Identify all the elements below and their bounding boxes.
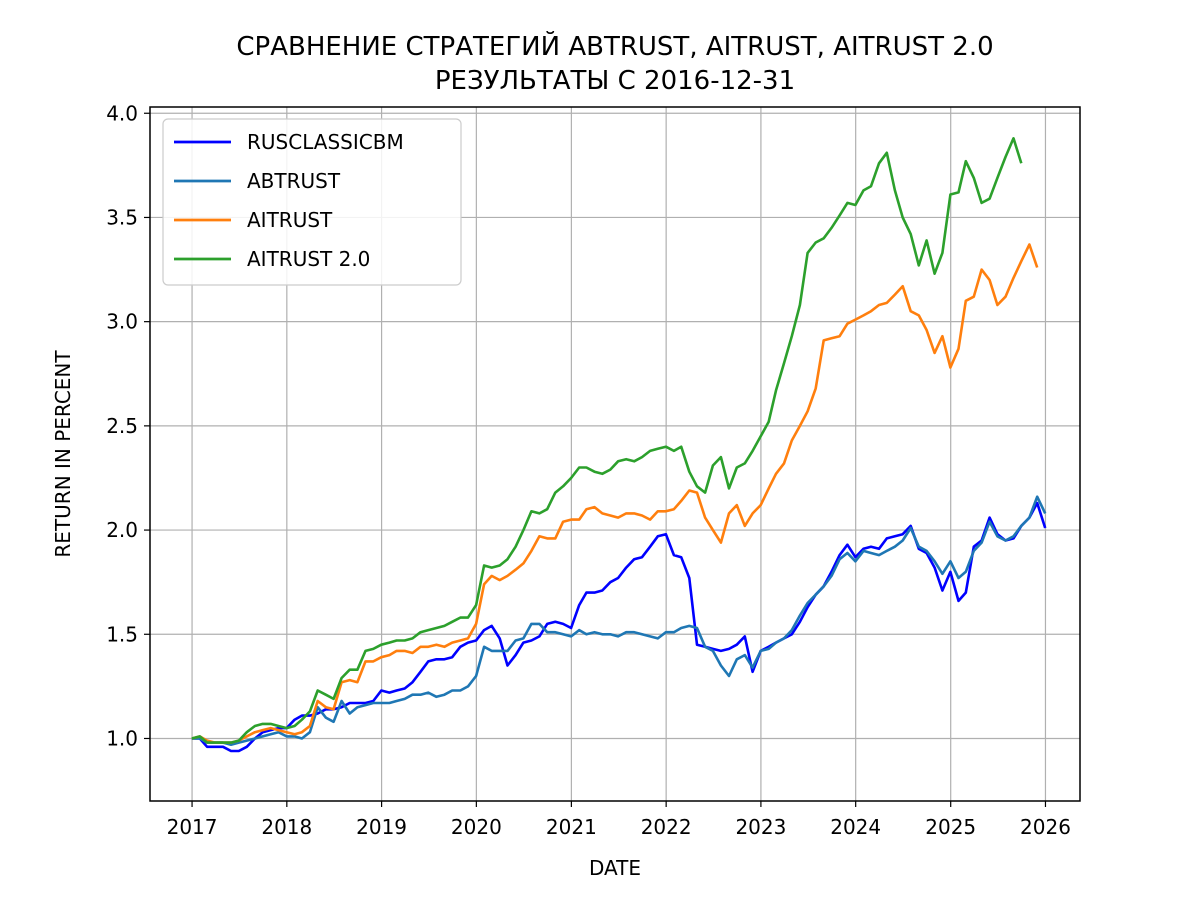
x-axis-label: DATE bbox=[589, 856, 641, 880]
series-line-2 bbox=[191, 243, 1039, 744]
x-tick-label: 2023 bbox=[735, 815, 786, 839]
legend-label: ABTRUST bbox=[247, 169, 341, 193]
series-line-1 bbox=[191, 495, 1047, 747]
y-tick-label: 4.0 bbox=[106, 101, 138, 125]
series-lines bbox=[191, 137, 1047, 753]
y-tick-label: 3.5 bbox=[106, 205, 138, 229]
legend-box bbox=[162, 118, 462, 286]
legend-label: RUSCLASSICBM bbox=[247, 130, 404, 154]
legend-label: AITRUST bbox=[247, 208, 333, 232]
y-tick-label: 1.0 bbox=[106, 726, 138, 750]
legend-label: AITRUST 2.0 bbox=[247, 247, 370, 271]
y-tick-label: 2.0 bbox=[106, 518, 138, 542]
x-tick-label: 2017 bbox=[167, 815, 218, 839]
y-tick-label: 2.5 bbox=[106, 414, 138, 438]
x-tick-label: 2019 bbox=[356, 815, 407, 839]
x-tick-label: 2025 bbox=[925, 815, 976, 839]
chart-subtitle: РЕЗУЛЬТАТЫ С 2016-12-31 bbox=[435, 66, 795, 96]
x-tick-label: 2022 bbox=[641, 815, 692, 839]
x-tick-label: 2026 bbox=[1020, 815, 1071, 839]
x-tick-label: 2024 bbox=[830, 815, 881, 839]
plot-frame bbox=[149, 106, 1081, 802]
x-tick-label: 2021 bbox=[546, 815, 597, 839]
y-tick-label: 1.5 bbox=[106, 622, 138, 646]
x-tick-label: 2020 bbox=[451, 815, 502, 839]
series-line-3 bbox=[191, 137, 1023, 744]
y-axis-label: RETURN IN PERCENT bbox=[51, 350, 75, 558]
axis-ticks: 2017 2018 2019 2020 2021 2022 2023 2024 2025 2026… bbox=[106, 101, 1071, 839]
y-tick-label: 3.0 bbox=[106, 310, 138, 334]
x-tick-label: 2018 bbox=[261, 815, 312, 839]
chart-title: СРАВНЕНИЕ СТРАТЕГИЙ ABTRUST, AITRUST, AI… bbox=[236, 30, 993, 62]
legend: RUSCLASSICBM ABTRUST AITRUST AITRUST 2.0 bbox=[162, 118, 462, 286]
